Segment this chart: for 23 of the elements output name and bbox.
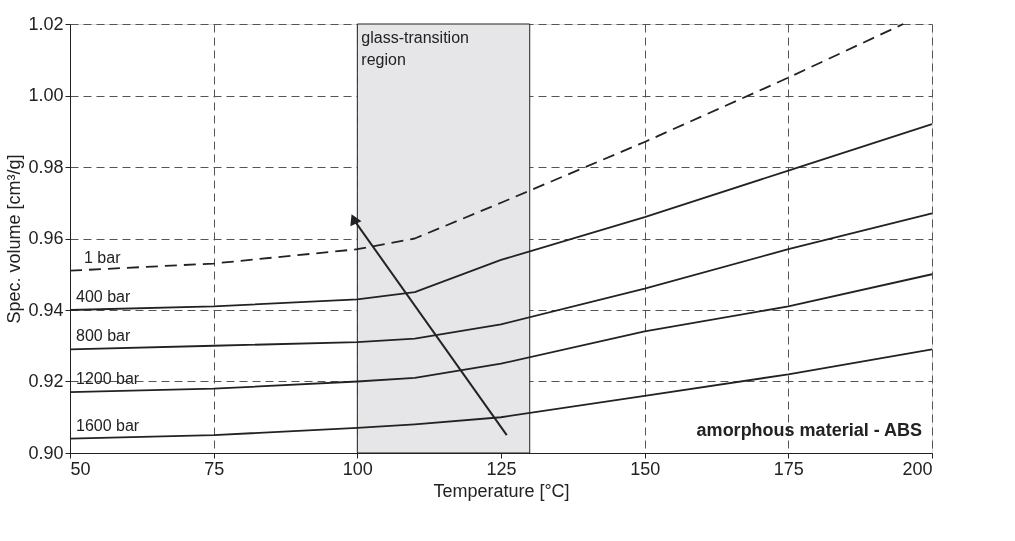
x-tick-label: 175 [773, 458, 804, 479]
series-label: 400 bar [76, 288, 131, 305]
y-tick-label: 1.02 [28, 13, 64, 34]
series-label: 1200 bar [76, 370, 140, 388]
x-tick-label: 75 [204, 458, 225, 479]
x-tick-label: 125 [486, 458, 517, 479]
x-tick-label: 100 [342, 458, 373, 479]
x-tick-label: 50 [70, 458, 91, 479]
y-tick-label: 0.90 [28, 442, 64, 463]
series-label: 1 bar [84, 248, 122, 266]
y-tick-label: 0.96 [28, 228, 64, 248]
x-tick-label: 200 [902, 458, 933, 479]
y-axis-title: Spec. volume [cm³/g] [4, 154, 25, 324]
series-label: 800 bar [76, 327, 131, 345]
band-label: glass-transition region [361, 29, 469, 68]
y-tick-label: 0.94 [28, 299, 64, 320]
y-tick-label: 1.00 [28, 85, 64, 105]
y-tick-label: 0.92 [28, 371, 64, 391]
x-axis-title: Temperature [°C] [433, 480, 570, 501]
y-tick-label: 0.98 [28, 156, 64, 177]
annotation: amorphous material - ABS [696, 420, 922, 440]
series-label: 1600 bar [76, 416, 140, 434]
x-tick-label: 150 [630, 458, 661, 479]
